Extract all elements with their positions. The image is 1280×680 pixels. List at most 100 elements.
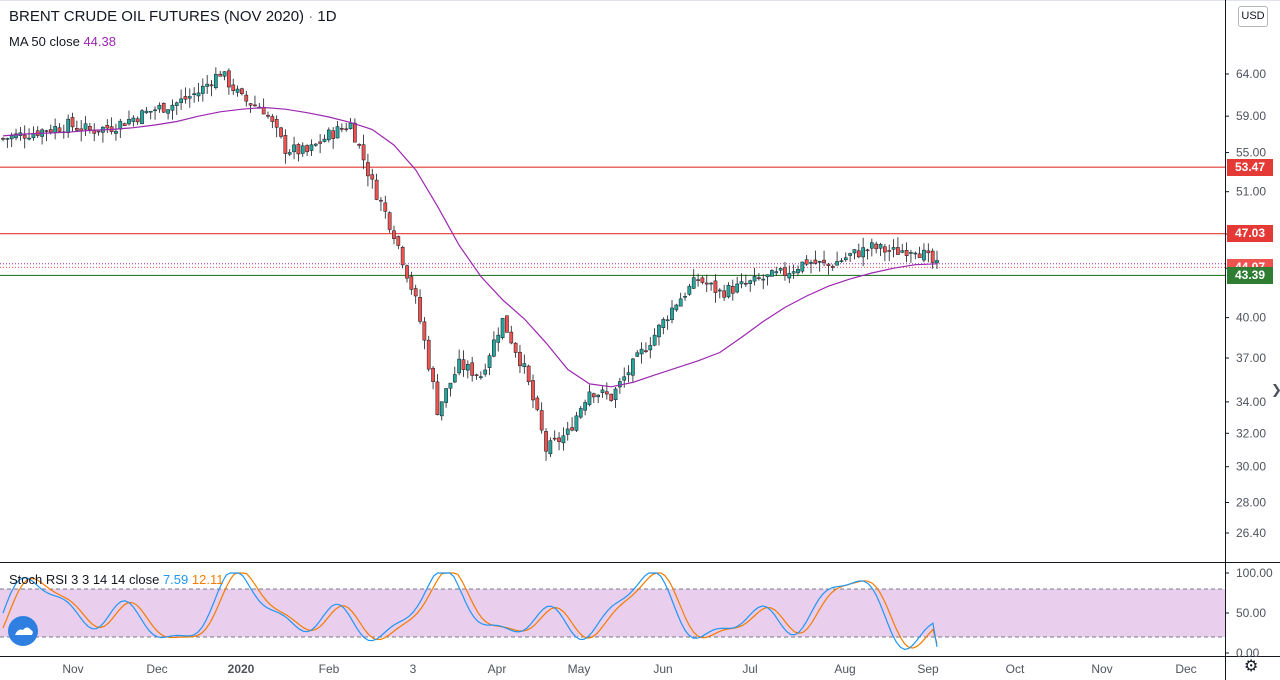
candle-body — [179, 98, 183, 104]
candle-body — [153, 109, 157, 112]
candle-body — [904, 250, 909, 256]
candle-body — [292, 144, 296, 153]
ma-legend[interactable]: MA 50 close 44.38 — [9, 34, 116, 49]
candle-body — [57, 127, 62, 132]
candle-body — [483, 369, 488, 375]
price-tick-label: 26.40 — [1236, 526, 1266, 540]
candle-body — [444, 388, 448, 403]
candle-body — [713, 280, 718, 293]
candle-body — [856, 250, 861, 258]
candle-body — [457, 358, 461, 374]
candle-body — [88, 125, 92, 130]
candle-body — [200, 85, 205, 94]
candle-body — [913, 252, 918, 255]
stoch-tick-label: 0.00 — [1236, 646, 1260, 660]
candle-body — [222, 71, 227, 77]
candle-body — [48, 129, 53, 133]
candle-body — [596, 394, 601, 398]
candle-body — [53, 126, 57, 133]
chart-title: BRENT CRUDE OIL FUTURES (NOV 2020) · 1D — [9, 8, 337, 25]
candle-body — [739, 281, 744, 285]
time-tick-label: Apr — [488, 662, 507, 676]
candle-body — [70, 117, 75, 128]
candle-body — [717, 289, 722, 292]
candle-body — [287, 152, 292, 155]
candle-body — [370, 174, 375, 180]
candle-body — [735, 283, 740, 293]
candle-body — [392, 230, 396, 239]
stoch-d-line — [2, 572, 938, 649]
candle-body — [118, 120, 123, 130]
time-tick-label: Nov — [62, 662, 83, 676]
candle-body — [817, 261, 822, 263]
price-tick-label: 64.00 — [1236, 67, 1266, 81]
gear-icon[interactable]: ⚙ — [1244, 658, 1259, 675]
tradingview-logo-icon[interactable] — [8, 616, 38, 646]
candle-body — [639, 348, 644, 355]
candle-body — [253, 104, 257, 107]
candle-body — [861, 247, 865, 258]
stoch-rsi-legend[interactable]: Stoch RSI 3 3 14 14 close 7.59 12.11 — [9, 572, 223, 587]
candle-body — [544, 431, 548, 452]
candle-body — [835, 261, 839, 266]
candle-body — [435, 381, 440, 415]
candle-body — [631, 358, 635, 376]
candle-body — [244, 94, 249, 102]
candle-body — [852, 249, 857, 254]
ma-value: 44.38 — [83, 34, 116, 49]
candle-body — [518, 351, 522, 367]
price-scale-handle-icon[interactable]: ❯ — [1271, 382, 1280, 398]
candle-body — [561, 435, 566, 444]
candle-body — [804, 259, 809, 265]
price-tick-label: 55.00 — [1236, 146, 1266, 160]
candle-body — [531, 380, 535, 401]
candle-body — [105, 124, 110, 129]
candle-body — [22, 134, 27, 139]
candle-body — [396, 236, 401, 246]
candle-body — [300, 145, 305, 154]
candle-body — [548, 440, 553, 455]
ma50-line — [2, 106, 938, 388]
candle-body — [439, 401, 444, 417]
candle-body — [526, 365, 531, 383]
candle-body — [44, 130, 49, 132]
candle-body — [778, 268, 783, 271]
candle-body — [922, 249, 926, 261]
candle-body — [161, 102, 166, 113]
candle-body — [752, 276, 757, 282]
candle-body — [196, 92, 201, 97]
candle-body — [1, 138, 5, 140]
price-tick-label: 32.00 — [1236, 426, 1266, 440]
candle-body — [809, 262, 813, 264]
candle-body — [917, 253, 922, 258]
candle-body — [326, 129, 331, 141]
support-tag: 43.39 — [1227, 266, 1273, 284]
candle-body — [357, 143, 362, 146]
candle-body — [935, 260, 939, 264]
candle-body — [479, 376, 483, 378]
candle-body — [813, 259, 818, 264]
price-tick-label: 40.00 — [1236, 311, 1266, 325]
candle-body — [539, 410, 544, 431]
stoch-d-value: 12.11 — [191, 572, 224, 587]
candle-body — [127, 118, 131, 125]
candle-body — [587, 391, 592, 405]
candle-body — [383, 202, 388, 212]
candle-body — [678, 298, 683, 307]
currency-button[interactable]: USD — [1238, 6, 1268, 27]
candle-body — [205, 83, 210, 87]
candle-body — [874, 243, 879, 250]
candle-body — [140, 110, 144, 125]
candle-body — [848, 253, 852, 256]
candle-body — [5, 138, 10, 140]
candle-body — [270, 116, 275, 122]
candle-body — [865, 249, 870, 252]
candle-body — [578, 408, 583, 418]
stoch-tick-label: 50.00 — [1236, 606, 1266, 620]
stoch-tick-label: 100.00 — [1236, 566, 1273, 580]
candle-body — [552, 437, 557, 440]
candle-body — [144, 110, 149, 114]
candle-body — [709, 282, 713, 285]
candle-body — [796, 269, 800, 274]
